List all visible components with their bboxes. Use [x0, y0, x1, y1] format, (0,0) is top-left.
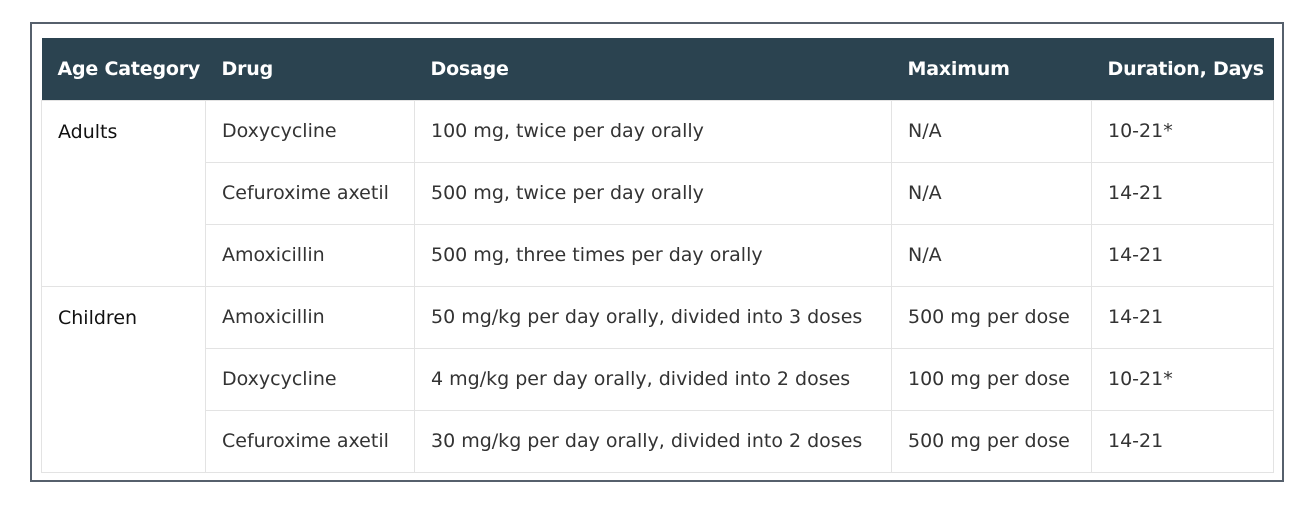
maximum-cell: 500 mg per dose — [891, 285, 1092, 349]
dosage-cell: 50 mg/kg per day orally, divided into 3 … — [414, 285, 892, 349]
dosage-cell: 500 mg, twice per day orally — [414, 161, 892, 225]
table-row: Cefuroxime axetil 500 mg, twice per day … — [42, 161, 1274, 225]
header-age-category: Age Category — [57, 57, 201, 80]
table-row: Children Amoxicillin 50 mg/kg per day or… — [41, 285, 1274, 473]
table-row: Adults Doxycycline 100 mg, twice per day… — [41, 99, 1274, 287]
age-category-cell: Children — [41, 285, 206, 473]
table-body: Adults Doxycycline 100 mg, twice per day… — [41, 99, 1274, 473]
dosage-cell: 100 mg, twice per day orally — [414, 99, 892, 163]
duration-cell: 14-21 — [1091, 161, 1274, 225]
header-maximum: Maximum — [907, 57, 1010, 80]
duration-cell: 14-21 — [1091, 223, 1274, 287]
maximum-cell: N/A — [891, 223, 1092, 287]
table-row: Cefuroxime axetil 30 mg/kg per day orall… — [42, 409, 1274, 473]
header-drug: Drug — [221, 57, 274, 80]
maximum-cell: 500 mg per dose — [891, 409, 1092, 473]
maximum-cell: N/A — [891, 99, 1092, 163]
drug-cell: Amoxicillin — [205, 285, 415, 349]
table-header: Age Category Drug Dosage Maximum Duratio… — [41, 38, 1274, 100]
dosage-cell: 30 mg/kg per day orally, divided into 2 … — [414, 409, 892, 473]
duration-cell: 14-21 — [1091, 285, 1274, 349]
maximum-cell: N/A — [891, 161, 1092, 225]
duration-cell: 14-21 — [1091, 409, 1274, 473]
duration-cell: 10-21* — [1091, 99, 1274, 163]
header-duration: Duration, Days — [1107, 57, 1265, 80]
dosage-cell: 4 mg/kg per day orally, divided into 2 d… — [414, 347, 892, 411]
duration-cell: 10-21* — [1091, 347, 1274, 411]
drug-cell: Cefuroxime axetil — [205, 161, 415, 225]
table-row: Doxycycline 4 mg/kg per day orally, divi… — [42, 347, 1274, 411]
maximum-cell: 100 mg per dose — [891, 347, 1092, 411]
drug-cell: Amoxicillin — [205, 223, 415, 287]
table-frame: Age Category Drug Dosage Maximum Duratio… — [30, 22, 1284, 482]
drug-cell: Doxycycline — [205, 347, 415, 411]
dosage-cell: 500 mg, three times per day orally — [414, 223, 892, 287]
age-category-cell: Adults — [41, 99, 206, 287]
dosing-table: Age Category Drug Dosage Maximum Duratio… — [41, 38, 1274, 473]
header-dosage: Dosage — [430, 57, 509, 80]
drug-cell: Cefuroxime axetil — [205, 409, 415, 473]
header-row: Age Category Drug Dosage Maximum Duratio… — [41, 38, 1274, 100]
drug-cell: Doxycycline — [205, 99, 415, 163]
table-row: Amoxicillin 500 mg, three times per day … — [42, 223, 1274, 287]
